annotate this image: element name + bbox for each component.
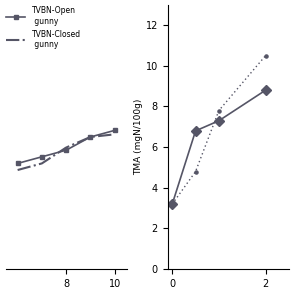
Y-axis label: TMA (mgN/100g): TMA (mgN/100g): [134, 99, 143, 175]
Legend: TVBN-Open
 gunny, TVBN-Closed
 gunny: TVBN-Open gunny, TVBN-Closed gunny: [3, 4, 84, 52]
